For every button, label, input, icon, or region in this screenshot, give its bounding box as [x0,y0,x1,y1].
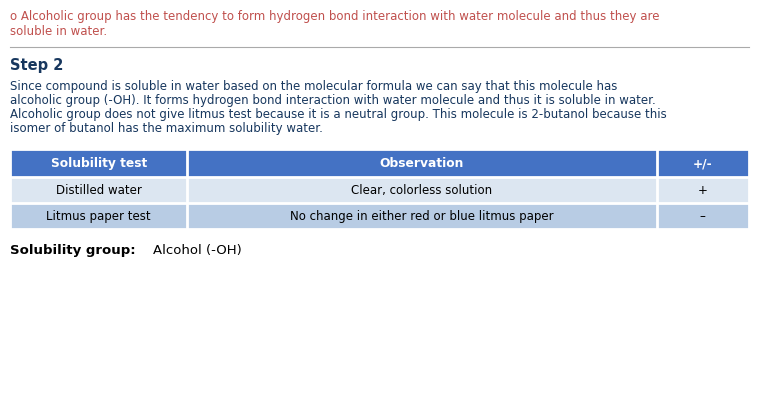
Bar [10,149,749,177]
Text: +/-: +/- [693,157,713,170]
Bar [10,177,749,203]
Text: No change in either red or blue litmus paper: No change in either red or blue litmus p… [290,210,554,223]
Text: Solubility test: Solubility test [51,157,146,170]
Text: isomer of butanol has the maximum solubility water.: isomer of butanol has the maximum solubi… [10,122,323,135]
Bar [10,203,749,230]
Text: Alcohol (-OH): Alcohol (-OH) [153,243,242,256]
Text: Solubility group:: Solubility group: [10,243,136,256]
Text: alcoholic group (-OH). It forms hydrogen bond interaction with water molecule an: alcoholic group (-OH). It forms hydrogen… [10,94,656,107]
Text: Observation: Observation [380,157,465,170]
Bar [10,149,749,230]
Text: Distilled water: Distilled water [55,184,142,197]
Text: o Alcoholic group has the tendency to form hydrogen bond interaction with water : o Alcoholic group has the tendency to fo… [10,10,660,23]
Text: Step 2: Step 2 [10,58,63,73]
Text: Alcoholic group does not give litmus test because it is a neutral group. This mo: Alcoholic group does not give litmus tes… [10,108,666,121]
Text: +: + [698,184,707,197]
Text: –: – [700,210,706,223]
Text: Since compound is soluble in water based on the molecular formula we can say tha: Since compound is soluble in water based… [10,80,617,93]
Text: Litmus paper test: Litmus paper test [46,210,151,223]
Text: Clear, colorless solution: Clear, colorless solution [351,184,493,197]
Text: soluble in water.: soluble in water. [10,25,107,38]
